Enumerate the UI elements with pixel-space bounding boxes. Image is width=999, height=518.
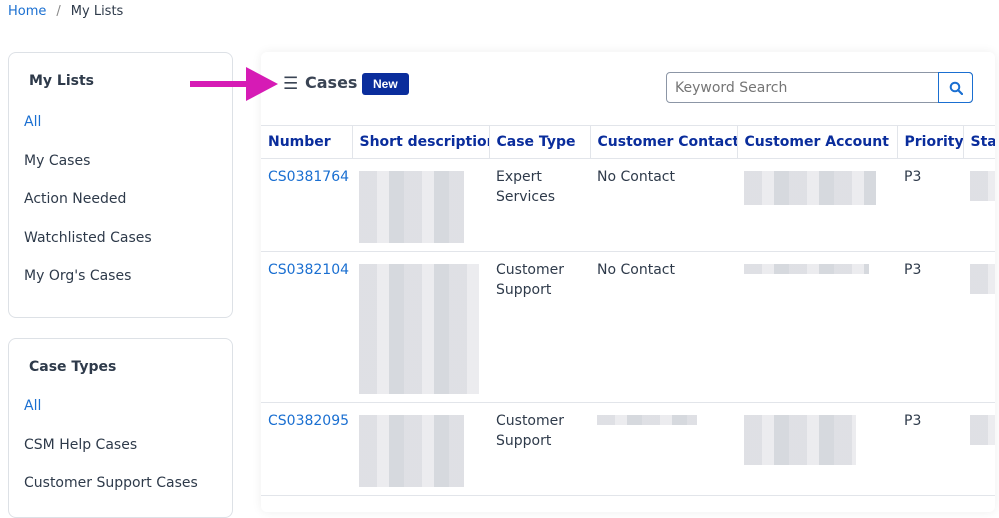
priority-cell: P3 [897,251,963,403]
case-number-link[interactable]: CS0381764 [268,169,350,185]
redacted-account [744,415,856,465]
breadcrumb-separator: / [56,4,61,19]
priority-cell: P3 [897,158,963,252]
column-header-state[interactable]: Sta [963,125,995,159]
column-header-priority[interactable]: Priority [897,125,964,159]
redacted-account [744,264,869,274]
case-type-cell: Customer Support [489,251,590,403]
search-icon [949,81,963,95]
table-header-row: Number Short description Case Type Custo… [261,125,995,159]
column-header-customer-contact[interactable]: Customer Contact [590,125,738,159]
redacted-state [970,415,995,445]
case-types-panel: Case Types All CSM Help Cases Customer S… [8,338,233,518]
annotation-arrow-icon [190,67,278,101]
redacted-state [970,264,995,294]
case-types-item-csm-help[interactable]: CSM Help Cases [24,436,138,453]
breadcrumb-current: My Lists [70,4,124,19]
customer-contact-cell: No Contact [590,158,737,252]
case-types-title: Case Types [29,359,117,375]
case-number-link[interactable]: CS0382095 [268,413,350,429]
my-lists-panel: My Lists All My Cases Action Needed Watc… [8,52,233,318]
table-row: CS0382104 Customer Support No Contact P3 [261,251,995,403]
keyword-search [666,72,973,103]
my-lists-title: My Lists [29,73,95,89]
table-row: CS0382095 Customer Support P3 [261,402,995,496]
case-number-link[interactable]: CS0382104 [268,262,350,278]
search-button[interactable] [938,72,973,103]
search-input[interactable] [667,73,938,102]
redacted-contact [597,415,697,425]
case-type-cell: Customer Support [489,402,590,496]
case-types-item-customer-support[interactable]: Customer Support Cases [24,475,198,491]
cases-table: Number Short description Case Type Custo… [261,125,995,496]
my-lists-item-my-cases[interactable]: My Cases [24,152,91,169]
redacted-description [359,171,464,243]
my-lists-item-action-needed[interactable]: Action Needed [24,191,127,207]
redacted-description [359,264,479,394]
my-lists-item-all[interactable]: All [24,114,42,130]
column-header-short-description[interactable]: Short description [352,125,490,159]
cases-card: ☰ Cases New Number Short description Cas… [261,52,995,512]
breadcrumb: Home / My Lists [8,4,123,19]
column-header-case-type[interactable]: Case Type [489,125,591,159]
customer-contact-cell: No Contact [590,251,737,403]
redacted-account [744,171,876,205]
new-case-button[interactable]: New [362,73,409,95]
case-type-cell: Expert Services [489,158,590,252]
page-title: Cases [305,73,358,92]
breadcrumb-home[interactable]: Home [8,4,47,19]
my-lists-item-watchlisted[interactable]: Watchlisted Cases [24,229,152,246]
priority-cell: P3 [897,402,963,496]
column-header-number[interactable]: Number [261,125,353,159]
redacted-description [359,415,464,487]
table-row: CS0381764 Expert Services No Contact P3 [261,158,995,252]
redacted-state [970,171,995,201]
case-types-item-all[interactable]: All [24,398,42,414]
column-header-customer-account[interactable]: Customer Account [737,125,898,159]
hamburger-menu-icon[interactable]: ☰ [283,74,299,94]
my-lists-item-org-cases[interactable]: My Org's Cases [24,268,132,284]
